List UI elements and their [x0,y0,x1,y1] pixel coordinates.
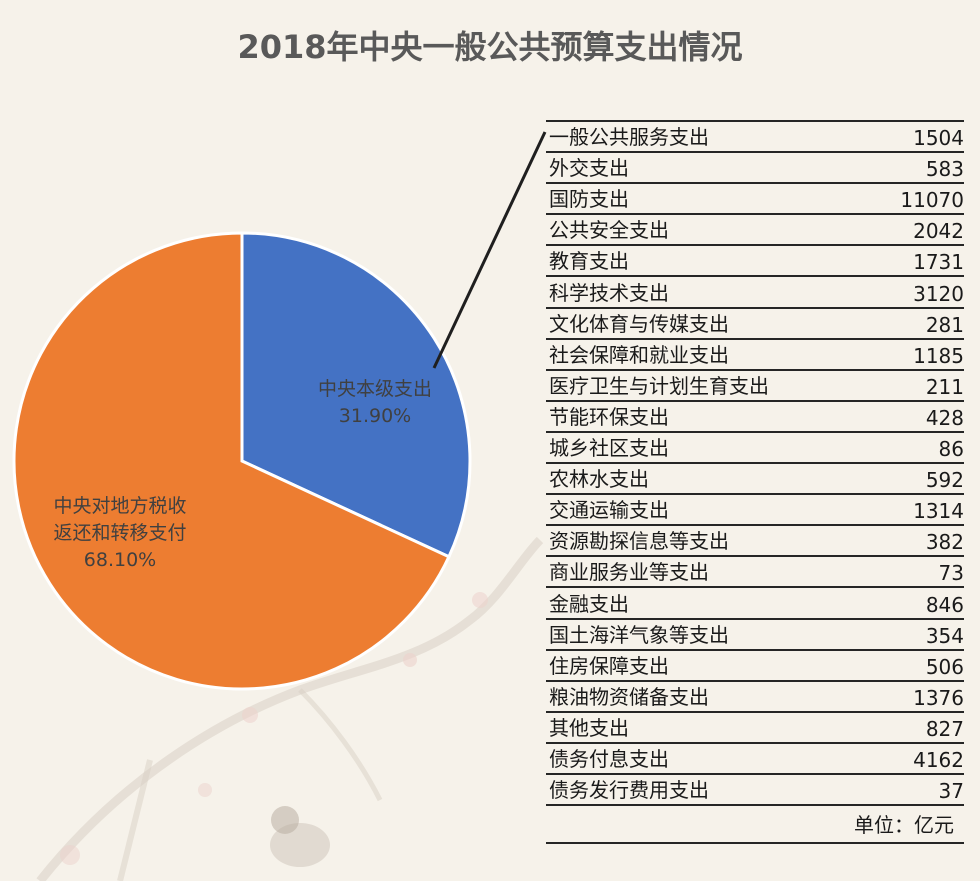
table-row: 债务付息支出 4162 [546,744,964,775]
table-row: 科学技术支出 3120 [546,277,964,309]
table-row: 教育支出 1731 [546,246,964,278]
row-name: 债务付息支出 [549,746,669,771]
row-value: 846 [925,592,964,617]
row-value: 211 [925,374,964,399]
row-name: 资源勘探信息等支出 [549,529,729,554]
pie-label-transfer-line1: 中央对地方税收 [53,495,187,517]
table-top-border [546,120,964,122]
row-name: 粮油物资储备支出 [549,684,709,709]
row-name: 国土海洋气象等支出 [549,622,729,647]
leader-line [432,131,547,369]
table-row: 城乡社区支出 86 [546,433,964,465]
row-value: 506 [925,654,964,679]
row-value: 1314 [913,499,964,524]
pie-label-transfer-line2: 返还和转移支付 [53,522,187,544]
table-row: 医疗卫生与计划生育支出 211 [546,371,964,402]
row-value: 281 [925,312,964,337]
table-row: 文化体育与传媒支出 281 [546,309,964,340]
table-row: 商业服务业等支出 73 [546,557,964,589]
row-name: 医疗卫生与计划生育支出 [549,373,769,398]
row-name: 住房保障支出 [549,653,669,678]
table-row: 国土海洋气象等支出 354 [546,620,964,651]
row-value: 1376 [913,685,964,710]
table-row: 国防支出 11070 [546,184,964,216]
row-value: 2042 [913,219,964,244]
table-row: 债务发行费用支出 37 [546,775,964,807]
row-name: 一般公共服务支出 [549,125,709,150]
row-name: 城乡社区支出 [549,436,669,461]
row-value: 86 [938,437,964,462]
row-value: 354 [925,623,964,648]
table-row: 住房保障支出 506 [546,651,964,682]
row-name: 公共安全支出 [549,218,669,243]
row-value: 428 [925,405,964,430]
unit-row: 单位：亿元 [546,806,964,845]
table-row: 社会保障和就业支出 1185 [546,340,964,371]
row-value: 4162 [913,747,964,772]
row-value: 1185 [913,343,964,368]
row-value: 1731 [913,250,964,275]
table-row: 一般公共服务支出 1504 [546,122,964,154]
table-row: 资源勘探信息等支出 382 [546,526,964,558]
row-name: 交通运输支出 [549,498,669,523]
table-row: 农林水支出 592 [546,464,964,496]
pie-label-transfer: 中央对地方税收 返还和转移支付 68.10% [30,493,210,574]
table-row: 公共安全支出 2042 [546,215,964,247]
row-name: 商业服务业等支出 [549,560,709,585]
row-value: 73 [938,561,964,586]
unit-label: 单位：亿元 [854,813,954,838]
row-value: 37 [938,779,964,804]
row-value: 592 [925,468,964,493]
row-name: 教育支出 [549,249,629,274]
table-row: 金融支出 846 [546,588,964,620]
pie-label-central: 中央本级支出 31.90% [300,376,450,430]
pie-label-central-percent: 31.90% [338,405,412,427]
table-row: 节能环保支出 428 [546,402,964,433]
row-value: 583 [925,157,964,182]
row-name: 节能环保支出 [549,404,669,429]
table-body: 一般公共服务支出 1504 外交支出 583 国防支出 11070 公共安全支出 2042 教育… [546,122,964,807]
row-name: 金融支出 [549,591,629,616]
row-value: 382 [925,530,964,555]
row-name: 外交支出 [549,156,629,181]
row-value: 3120 [913,281,964,306]
row-name: 科学技术支出 [549,280,669,305]
row-value: 827 [925,716,964,741]
table-row: 粮油物资储备支出 1376 [546,682,964,713]
row-name: 其他支出 [549,715,629,740]
pie-label-transfer-percent: 68.10% [83,549,157,571]
row-name: 债务发行费用支出 [549,778,709,803]
table-row: 交通运输支出 1314 [546,495,964,527]
row-name: 社会保障和就业支出 [549,342,729,367]
pie-slice-1 [12,231,451,691]
row-name: 国防支出 [549,187,629,212]
pie-slice-0 [240,231,472,559]
row-value: 1504 [913,126,964,151]
expenditure-table: 一般公共服务支出 1504 外交支出 583 国防支出 11070 公共安全支出 2042 教育… [546,120,964,845]
row-name: 农林水支出 [549,467,649,492]
chart-title: 2018年中央一般公共预算支出情况 [237,28,743,66]
row-name: 文化体育与传媒支出 [549,311,729,336]
table-row: 其他支出 827 [546,713,964,744]
row-value: 11070 [900,188,964,213]
table-row: 外交支出 583 [546,153,964,185]
pie-label-central-name: 中央本级支出 [317,378,432,400]
